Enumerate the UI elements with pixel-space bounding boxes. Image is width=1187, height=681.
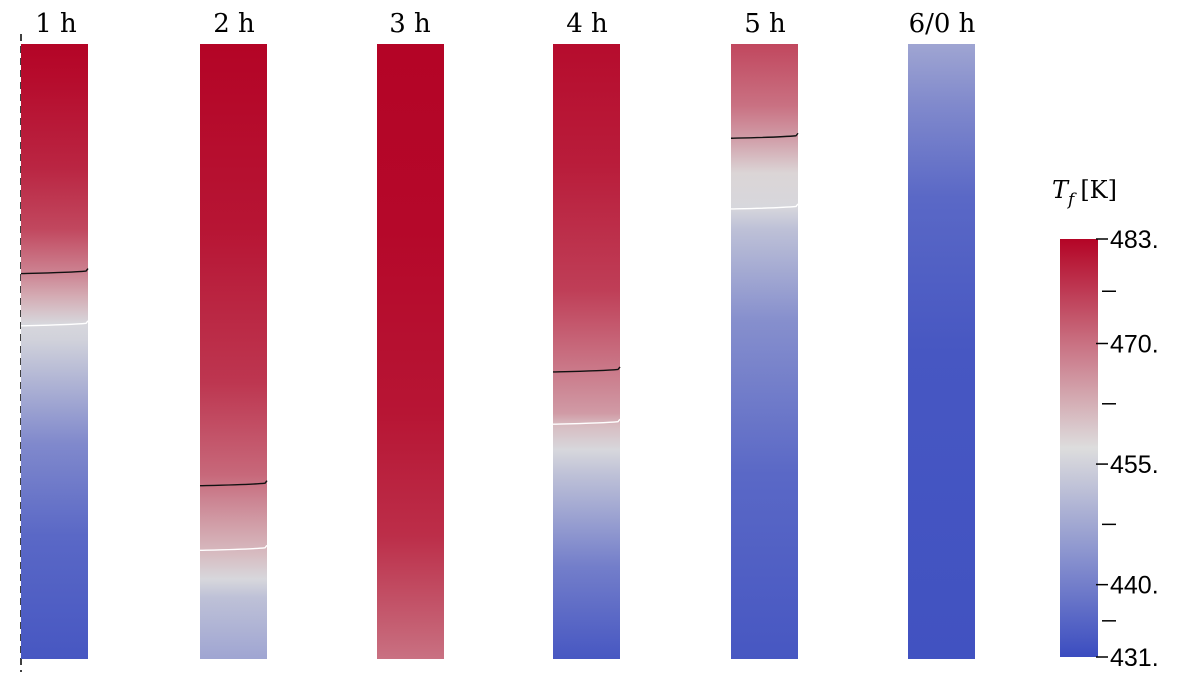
columns-group: 1 h 2 h 3 h 4 h 5 h 6/0 h <box>20 9 976 659</box>
column-1 <box>21 44 88 659</box>
legend-title-symbol: T <box>1052 176 1070 204</box>
column-6 <box>908 44 975 659</box>
column-label-3: 3 h <box>389 9 431 39</box>
column-3 <box>377 44 444 659</box>
column-1-isotherm-light-line <box>20 320 89 327</box>
colorbar-tick-label-5: 431. <box>1110 644 1159 672</box>
column-2-isotherm-light-line <box>199 544 268 551</box>
column-4-isotherm-dark-line <box>552 366 621 373</box>
legend-title-unit: [K] <box>1080 176 1117 204</box>
colorbar-tick-label-3: 455. <box>1110 451 1159 479</box>
legend-title: Tf [K] <box>1052 176 1117 210</box>
legend-title-subscript: f <box>1066 190 1077 210</box>
column-label-4: 4 h <box>566 9 608 39</box>
colorbar-tick-label-1: 483. <box>1110 226 1159 254</box>
column-2-isotherm-dark-line <box>199 480 268 487</box>
column-label-5: 5 h <box>744 9 786 39</box>
column-5-isotherm-dark-line <box>730 132 799 139</box>
column-5-isotherm-light-line <box>730 203 799 210</box>
colorbar-tick-label-2: 470. <box>1110 331 1159 359</box>
colorbar-tick-label-4: 440. <box>1110 572 1159 600</box>
colorbar-legend: Tf [K] 483. 470. 455. 440. 431. <box>1052 176 1159 672</box>
column-1-isotherm-dark-line <box>20 268 89 275</box>
column-5 <box>731 44 798 659</box>
column-label-1: 1 h <box>35 9 77 39</box>
column-label-6: 6/0 h <box>909 9 976 39</box>
colorbar-ticks: 483. 470. 455. 440. 431. <box>1096 226 1159 672</box>
column-2 <box>200 44 267 659</box>
colorbar <box>1060 239 1098 657</box>
column-4-isotherm-light-line <box>552 418 621 425</box>
column-label-2: 2 h <box>213 9 255 39</box>
column-4 <box>553 44 620 659</box>
